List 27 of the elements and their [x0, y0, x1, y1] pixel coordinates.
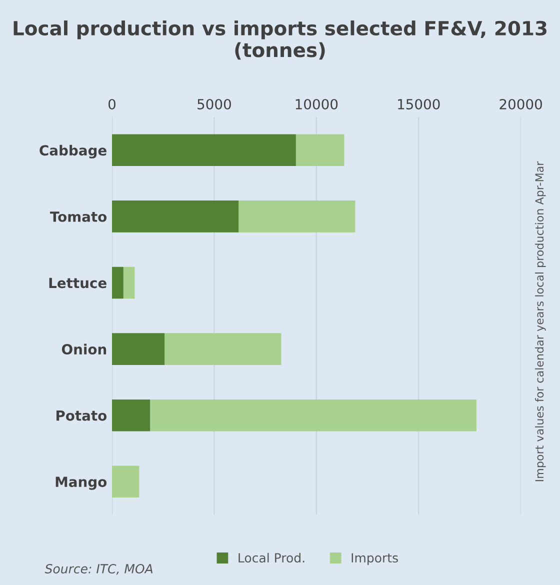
- y-tick-label: Mango: [56, 476, 107, 490]
- bar: [150, 399, 476, 432]
- x-tick-label: 0: [108, 98, 116, 110]
- y-tick-label: Onion: [62, 344, 106, 355]
- y-tick-label: Lettuce: [49, 278, 106, 288]
- bar: [296, 134, 344, 166]
- bar: [112, 200, 239, 232]
- bar: [112, 134, 296, 166]
- x-tick-label: 15000: [398, 98, 440, 110]
- bar: [112, 333, 165, 365]
- y-tick-label: Tomato: [50, 212, 107, 222]
- bar: [164, 333, 282, 365]
- y-tick-label: Potato: [56, 410, 107, 421]
- bar: [112, 399, 150, 432]
- source-note: Source: ITC, MOA: [44, 564, 153, 575]
- bar: [112, 466, 140, 498]
- legend-label: Imports: [352, 553, 398, 565]
- y-tick-label: Cabbage: [40, 144, 106, 158]
- x-tick-label: 5000: [198, 98, 231, 110]
- x-tick-label: 20000: [500, 98, 542, 110]
- legend-label: Local Prod.: [238, 552, 304, 563]
- chart-title: Local production vs imports selected FF&V, 2013 (tonnes): [14, 20, 546, 60]
- bar: [112, 266, 124, 299]
- x-tick-label: 10000: [296, 98, 338, 110]
- bar: [238, 200, 356, 232]
- bar: [123, 266, 135, 299]
- text: Import values for calendar years local production Apr-Mar: [535, 161, 546, 482]
